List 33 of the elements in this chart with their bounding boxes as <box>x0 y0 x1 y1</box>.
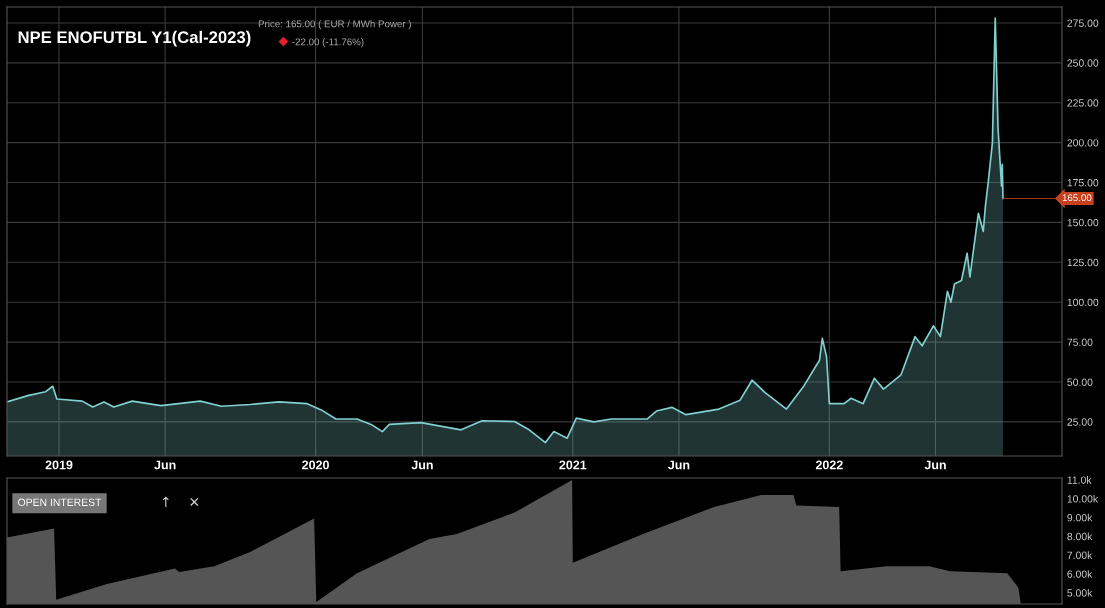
y-tick-label: 250.00 <box>1067 59 1099 67</box>
y-tick-label: 275.00 <box>1067 19 1099 27</box>
x-tick-label: 2020 <box>302 460 329 470</box>
annotation: -22.00 (-11.76%) <box>292 38 364 48</box>
y-tick-label: 125.00 <box>1067 258 1099 267</box>
x-tick-label: Jun <box>668 460 690 470</box>
y-tick-label: 150.00 <box>1067 218 1099 227</box>
y-tick-label: 25.00 <box>1067 418 1093 426</box>
y-tick-label: 225.00 <box>1067 99 1099 107</box>
annotation: ✕ <box>190 497 199 507</box>
x-tick-label: 2021 <box>559 460 587 470</box>
y-tick-label: 7.00k <box>1067 551 1093 559</box>
annotation: OPEN INTEREST <box>18 498 102 506</box>
x-tick-label: Jun <box>154 460 176 470</box>
x-tick-label: Jun <box>924 460 946 470</box>
y-tick-label: 50.00 <box>1067 378 1093 386</box>
y-tick-label: 10.00k <box>1067 494 1099 503</box>
y-tick-label: 5.00k <box>1067 588 1093 597</box>
y-tick-label: 8.00k <box>1067 532 1093 541</box>
y-tick-label: 6.00k <box>1067 570 1093 578</box>
x-tick-label: 2022 <box>815 460 843 470</box>
y-tick-label: 100.00 <box>1067 298 1099 307</box>
annotation: ↑ <box>162 496 169 508</box>
y-tick-label: 75.00 <box>1067 338 1093 346</box>
y-tick-label: 11.0k <box>1067 476 1092 484</box>
y-tick-label: 9.00k <box>1067 513 1093 522</box>
text: NPE ENOFUTBL Y1(Cal-2023) <box>18 30 251 47</box>
text: Price: 165.00 ( EUR / MWh Power ) <box>258 20 411 30</box>
y-tick-label: 200.00 <box>1067 139 1099 147</box>
y-tick-label: 175.00 <box>1067 179 1099 187</box>
x-tick-label: Jun <box>411 460 433 470</box>
x-tick-label: 2019 <box>45 460 73 470</box>
annotation: 165.00 <box>1062 194 1092 202</box>
